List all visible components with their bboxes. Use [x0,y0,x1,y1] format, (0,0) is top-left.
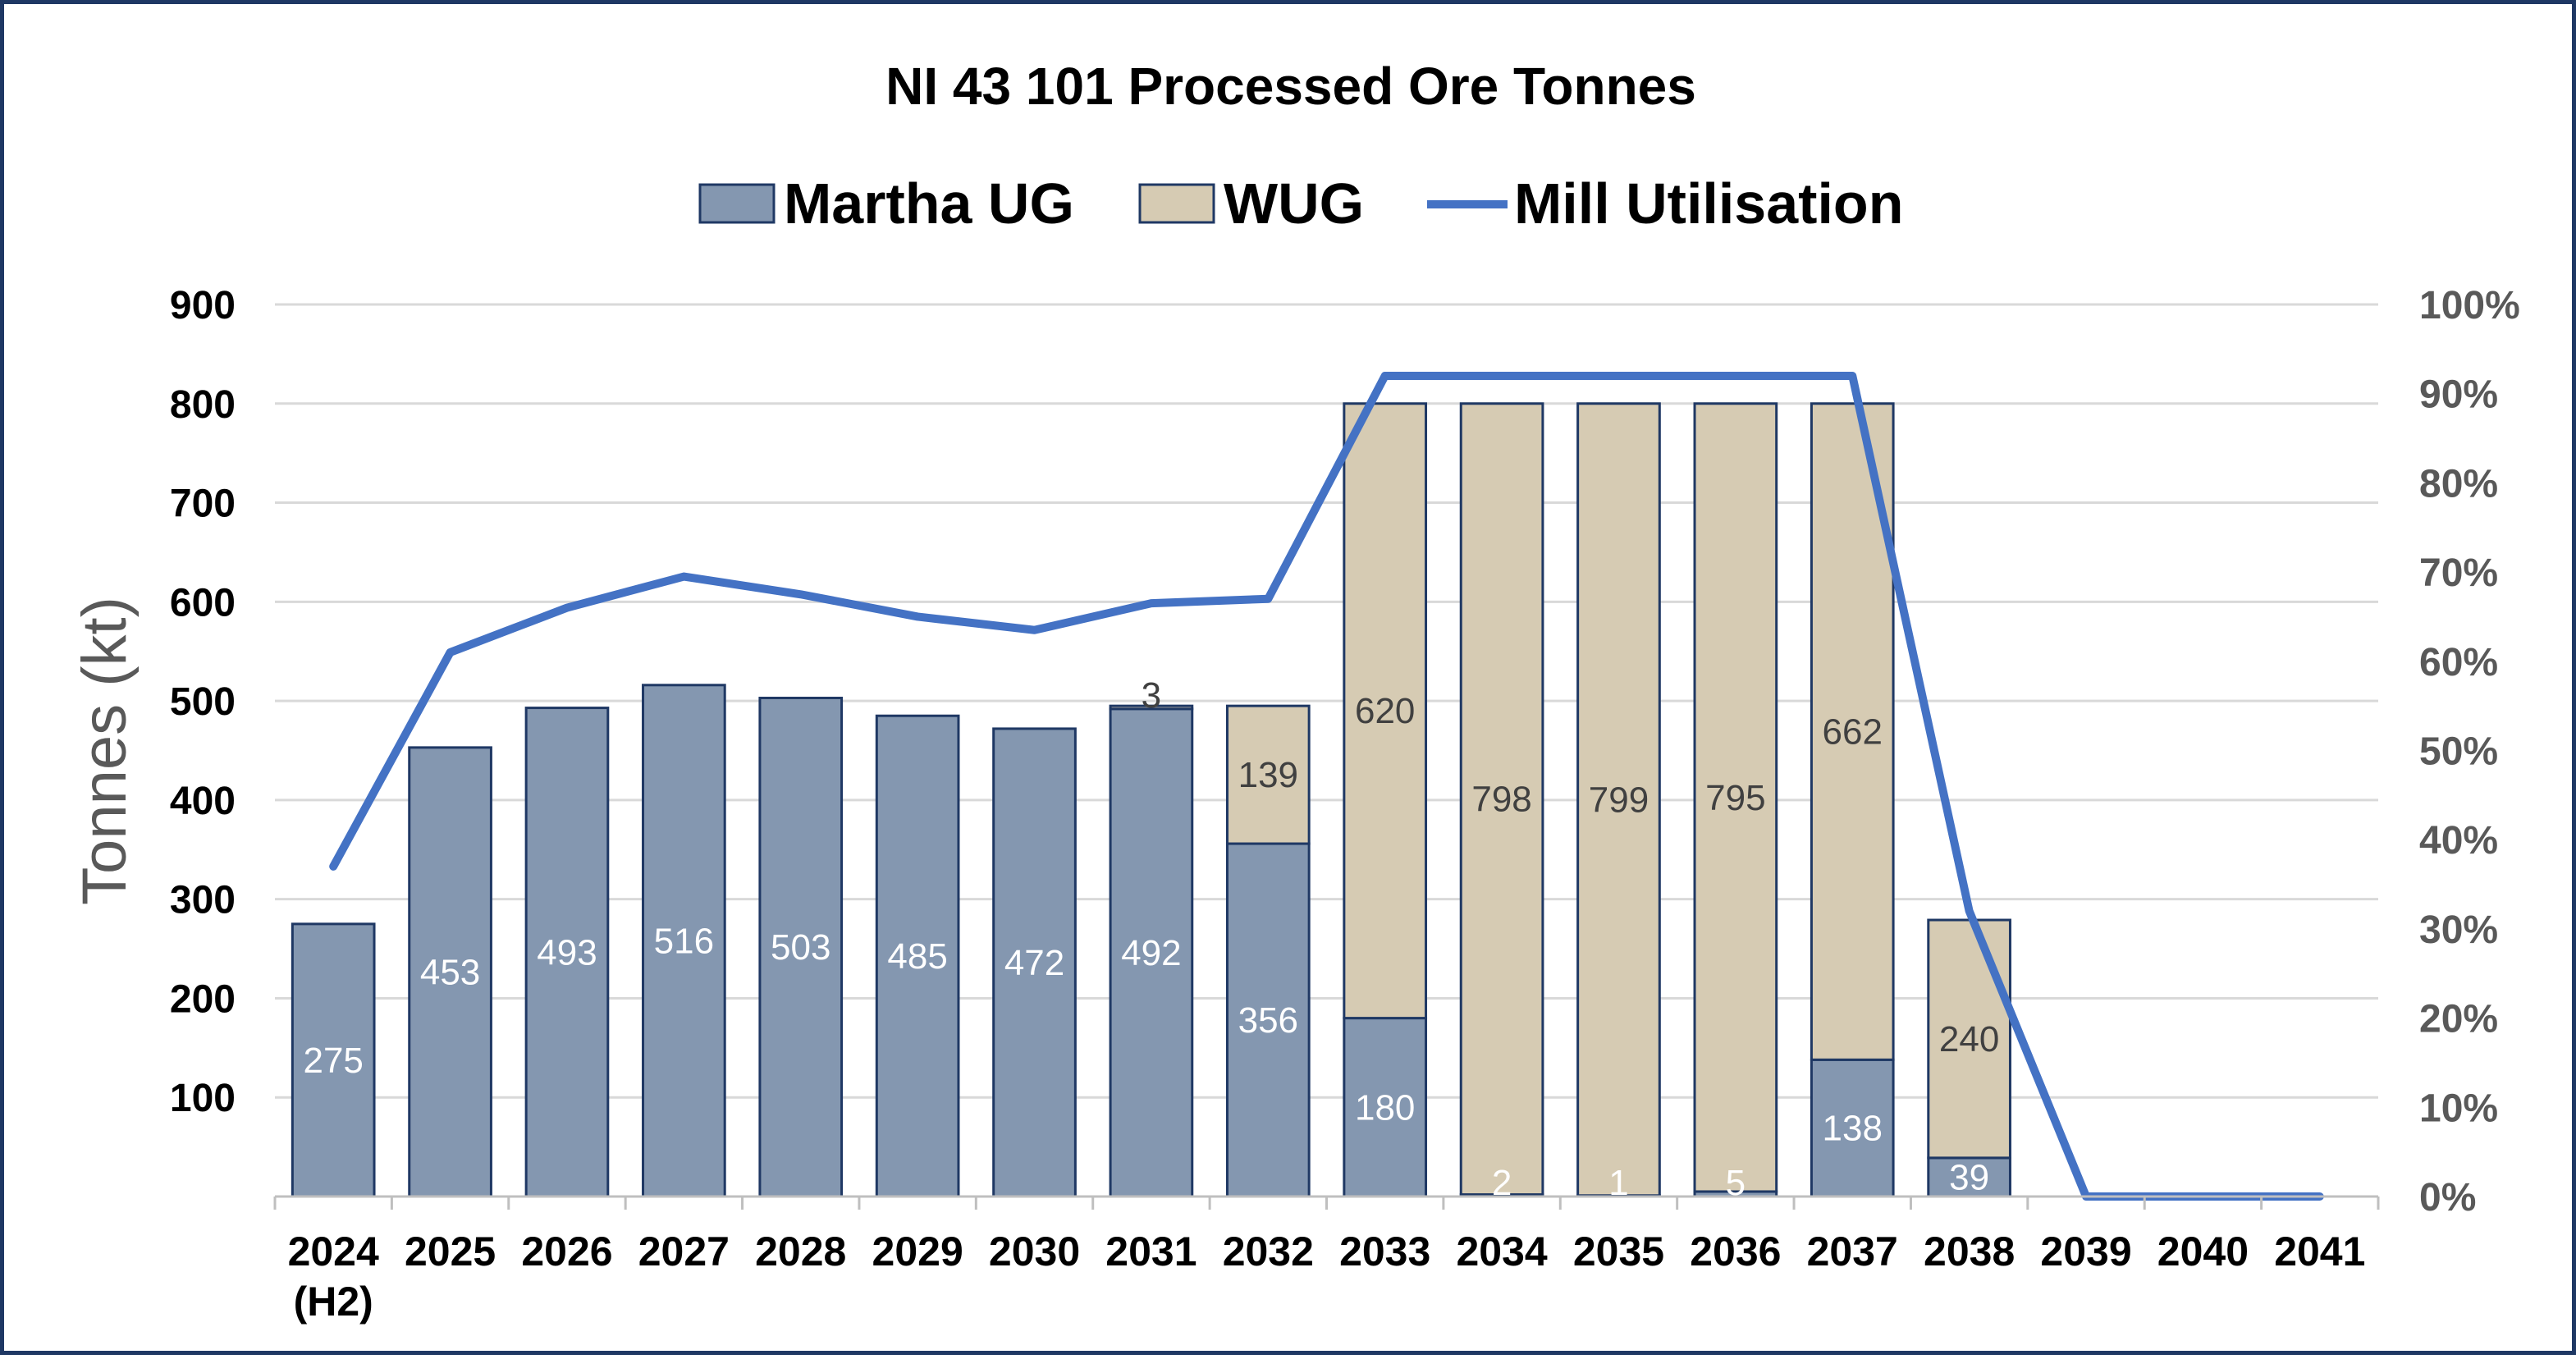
bar-wug [1343,402,1428,1020]
y2-tick-label: 40% [2419,819,2498,863]
bar-wug [1927,918,2011,1160]
data-label: 503 [771,927,830,968]
data-label: 180 [1355,1087,1415,1128]
mill-utilisation-polyline [329,371,2324,1201]
x-tick-label: 2039 [2040,1229,2131,1274]
bar-martha-ug [408,746,492,1198]
x-tick-label: 2032 [1223,1229,1314,1274]
x-tick-label: 2031 [1105,1229,1196,1274]
data-label: 3 [1142,675,1161,716]
x-tick-label: 2033 [1339,1229,1430,1274]
y-axis-title: Tonnes (kt) [70,597,140,905]
legend-label-mill-utilisation: Mill Utilisation [1514,172,1903,236]
bar-wug [1693,402,1778,1193]
y-tick-label: 300 [170,879,236,922]
bar-wug [1225,704,1311,845]
right-axis-ticks: 0% 10% 20% 30% 40% 50% 60% 70% 80% 90% 100% [2419,284,2520,1219]
data-label: 240 [1939,1019,1999,1059]
bar-martha-ug [1109,707,1194,1198]
bar-wug [1109,704,1194,711]
data-label: 39 [1949,1157,1989,1197]
data-label: 798 [1471,780,1531,820]
y2-tick-label: 70% [2419,551,2498,595]
bar-martha-ug [758,696,844,1198]
x-tick-label: 2024 [288,1229,379,1274]
y-tick-label: 400 [170,780,236,823]
x-tick-label: 2026 [521,1229,612,1274]
x-tick-label: 2037 [1807,1229,1898,1274]
y-tick-label: 600 [170,581,236,625]
data-label: 275 [303,1041,363,1081]
data-label: 139 [1238,755,1298,795]
bar-martha-ug [1810,1058,1895,1198]
x-tick-sublabel: (H2) [294,1279,373,1325]
data-label: 799 [1589,780,1649,820]
data-label: 620 [1355,691,1415,731]
y2-tick-label: 60% [2419,641,2498,684]
y2-tick-label: 100% [2419,284,2520,327]
bar-martha-ug [642,684,726,1198]
x-tick-label: 2025 [405,1229,496,1274]
y-tick-label: 100 [170,1077,236,1120]
data-label: 356 [1238,1000,1298,1041]
x-axis: 2024 (H2) 2025 2026 2027 2028 2029 2030 2031 2032… [273,1195,2380,1325]
y-tick-label: 500 [170,680,236,724]
bar-martha-ug [875,714,960,1198]
x-tick-label: 2027 [638,1229,730,1274]
chart-title: NI 43 101 Processed Ore Tonnes [885,57,1696,116]
data-label: 485 [887,936,947,977]
data-label: 493 [537,932,597,972]
legend-label-martha-ug: Martha UG [784,172,1074,236]
x-tick-label: 2035 [1573,1229,1664,1274]
x-tick-label: 2036 [1690,1229,1781,1274]
data-label: 138 [1823,1109,1883,1149]
x-tick-label: 2029 [872,1229,963,1274]
bar-martha-ug [1343,1017,1428,1198]
y2-tick-label: 50% [2419,730,2498,774]
x-tick-label: 2028 [755,1229,846,1274]
bar-martha-ug [291,922,376,1198]
bar-wug [1459,402,1544,1197]
y-tick-label: 900 [170,284,236,327]
y2-tick-label: 10% [2419,1087,2498,1130]
y2-tick-label: 90% [2419,373,2498,417]
data-label: 662 [1823,712,1883,753]
y2-tick-label: 80% [2419,462,2498,506]
y2-tick-label: 30% [2419,908,2498,952]
y-tick-label: 800 [170,383,236,427]
y-tick-label: 200 [170,977,236,1021]
mill-utilisation-line [329,371,2324,1201]
bar-martha-ug [992,727,1077,1198]
x-tick-label: 2034 [1456,1229,1547,1274]
x-tick-label: 2030 [989,1229,1080,1274]
x-tick-label: 2040 [2157,1229,2249,1274]
data-label: 472 [1004,943,1064,983]
data-label: 453 [420,952,480,992]
left-axis-ticks: 100 200 300 400 500 600 700 800 900 [170,284,236,1120]
gridlines [275,303,2378,1099]
legend-swatch-wug [1138,183,1215,224]
y2-tick-label: 20% [2419,998,2498,1041]
y2-tick-label: 0% [2419,1176,2476,1219]
data-label: 492 [1121,933,1181,973]
x-tick-label: 2038 [1924,1229,2015,1274]
legend-label-wug: WUG [1224,172,1364,236]
processed-ore-chart: NI 43 101 Processed Ore Tonnes Martha UG… [70,57,2520,1325]
data-label: 795 [1705,778,1765,818]
bar-wug [1576,402,1661,1197]
y-tick-label: 700 [170,483,236,526]
legend: Martha UG WUG Mill Utilisation [698,172,1903,236]
legend-swatch-martha-ug [698,183,776,224]
data-label: 516 [654,921,714,961]
bar-martha-ug [1927,1156,2011,1198]
x-tick-label: 2041 [2274,1229,2365,1274]
